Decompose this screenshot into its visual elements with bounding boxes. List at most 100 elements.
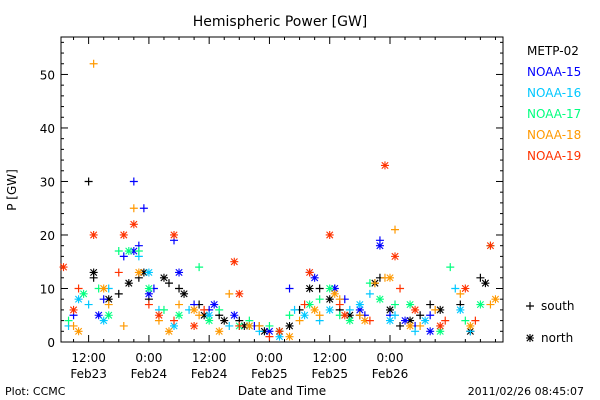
- north-point-noaa-18: [360, 316, 369, 325]
- x-axis-label: Date and Time: [238, 384, 326, 398]
- north-point-noaa-16: [205, 311, 214, 320]
- south-point-noaa-18: [175, 300, 184, 309]
- north-point-noaa-19: [129, 220, 138, 229]
- south-point-noaa-17: [159, 305, 168, 314]
- north-point-noaa-18: [164, 327, 173, 336]
- plot-timestamp: 2011/02/26 08:45:07: [468, 385, 584, 398]
- y-tick-label: 30: [40, 175, 55, 189]
- south-point-noaa-19: [170, 316, 179, 325]
- north-point-noaa-19: [235, 289, 244, 298]
- north-point-noaa-19: [119, 230, 128, 239]
- south-point-noaa-18: [370, 279, 379, 288]
- south-point-metp-02: [175, 284, 184, 293]
- data-marks: [59, 59, 500, 341]
- south-point-metp-02: [396, 321, 405, 330]
- north-point-noaa-15: [310, 273, 319, 282]
- north-point-metp-02: [124, 279, 133, 288]
- north-point-noaa-17: [345, 316, 354, 325]
- south-point-noaa-19: [114, 268, 123, 277]
- y-tick-label: 0: [47, 336, 55, 350]
- south-point-metp-02: [416, 311, 425, 320]
- south-point-noaa-19: [300, 300, 309, 309]
- south-point-noaa-19: [200, 305, 209, 314]
- north-point-noaa-17: [205, 316, 214, 325]
- south-point-noaa-17: [285, 311, 294, 320]
- north-point-metp-02: [481, 279, 490, 288]
- north-point-noaa-19: [461, 284, 470, 293]
- north-point-noaa-17: [144, 284, 153, 293]
- north-point-noaa-18: [466, 321, 475, 330]
- north-point-noaa-19: [230, 257, 239, 266]
- x-axis: 12:00 Feb23 0:00 Feb24 12:00 Feb24 0:00 Feb25 12…: [70, 37, 496, 381]
- north-point-metp-02: [104, 295, 113, 304]
- x-tick-date-label: Feb24: [131, 367, 168, 381]
- north-point-noaa-16: [275, 332, 284, 341]
- north-point-noaa-17: [325, 284, 334, 293]
- south-point-noaa-19: [74, 284, 83, 293]
- south-point-noaa-18: [129, 204, 138, 213]
- marker-legend-symbol: [526, 302, 534, 310]
- south-point-noaa-19: [144, 300, 153, 309]
- north-point-noaa-15: [355, 305, 364, 314]
- south-point-noaa-19: [265, 332, 274, 341]
- series-noaa-17: [64, 241, 495, 336]
- south-point-noaa-17: [315, 295, 324, 304]
- north-point-noaa-15: [375, 241, 384, 250]
- south-point-noaa-16: [84, 300, 93, 309]
- north-point-noaa-16: [74, 295, 83, 304]
- north-point-noaa-17: [305, 300, 314, 309]
- north-point-noaa-18: [134, 268, 143, 277]
- south-point-noaa-19: [396, 284, 405, 293]
- south-point-noaa-16: [290, 305, 299, 314]
- north-point-noaa-19: [486, 241, 495, 250]
- north-point-noaa-18: [99, 284, 108, 293]
- series-noaa-18: [69, 59, 500, 341]
- marker-legend-label: north: [541, 331, 573, 345]
- x-tick-time-label: 12:00: [71, 351, 106, 365]
- legend: METP-02 NOAA-15 NOAA-16 NOAA-17 NOAA-18 NOAA-…: [527, 44, 581, 163]
- north-point-noaa-19: [69, 305, 78, 314]
- north-point-noaa-19: [190, 321, 199, 330]
- north-point-noaa-15: [401, 316, 410, 325]
- north-point-noaa-18: [491, 295, 500, 304]
- north-point-noaa-16: [456, 305, 465, 314]
- south-point-metp-02: [426, 300, 435, 309]
- north-point-noaa-18: [74, 327, 83, 336]
- north-point-noaa-19: [340, 311, 349, 320]
- north-point-noaa-17: [476, 300, 485, 309]
- north-point-metp-02: [220, 316, 229, 325]
- x-tick-date-label: Feb26: [372, 367, 409, 381]
- plot-credit: Plot: CCMC: [5, 385, 66, 398]
- south-point-noaa-16: [411, 327, 420, 336]
- north-point-noaa-18: [330, 289, 339, 298]
- south-point-noaa-16: [391, 311, 400, 320]
- north-point-noaa-15: [129, 247, 138, 256]
- north-point-metp-02: [406, 316, 415, 325]
- north-point-noaa-17: [375, 295, 384, 304]
- south-point-noaa-16: [365, 289, 374, 298]
- north-point-metp-02: [385, 305, 394, 314]
- south-point-noaa-17: [265, 321, 274, 330]
- north-point-metp-02: [345, 311, 354, 320]
- south-point-noaa-17: [134, 247, 143, 256]
- y-axis-label: P [GW]: [5, 169, 19, 211]
- south-point-noaa-17: [215, 305, 224, 314]
- south-point-noaa-17: [195, 263, 204, 272]
- north-point-metp-02: [305, 284, 314, 293]
- north-point-noaa-17: [175, 311, 184, 320]
- north-point-noaa-19: [325, 230, 334, 239]
- north-point-metp-02: [180, 289, 189, 298]
- north-point-noaa-16: [99, 316, 108, 325]
- north-point-noaa-16: [355, 300, 364, 309]
- y-tick-label: 40: [40, 122, 55, 136]
- south-point-noaa-17: [391, 300, 400, 309]
- north-point-metp-02: [89, 268, 98, 277]
- x-tick-time-label: 0:00: [135, 351, 162, 365]
- south-point-noaa-19: [365, 316, 374, 325]
- south-point-noaa-18: [104, 300, 113, 309]
- north-point-metp-02: [200, 311, 209, 320]
- legend-entry: NOAA-15: [527, 65, 581, 79]
- x-tick-date-label: Feb25: [251, 367, 288, 381]
- south-point-noaa-15: [119, 252, 128, 261]
- south-point-noaa-18: [195, 311, 204, 320]
